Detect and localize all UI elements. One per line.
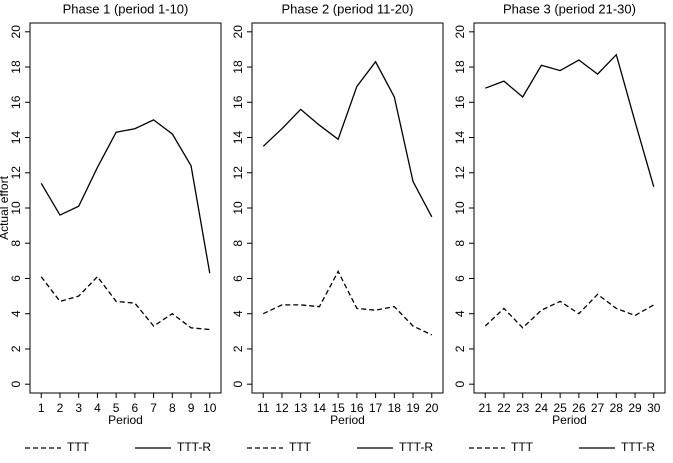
x-tick-label: 26 <box>572 401 586 415</box>
y-tick-label: 6 <box>231 275 245 282</box>
y-tick-label: 8 <box>453 240 467 247</box>
legend-label: TTT <box>511 440 534 454</box>
x-tick-label: 12 <box>275 401 289 415</box>
x-tick-label: 14 <box>313 401 327 415</box>
x-tick-label: 21 <box>479 401 493 415</box>
y-tick-label: 0 <box>453 381 467 388</box>
x-tick-label: 16 <box>350 401 364 415</box>
y-tick-label: 14 <box>231 131 245 145</box>
y-tick-label: 6 <box>453 275 467 282</box>
y-tick-label: 16 <box>231 95 245 109</box>
plot-frame <box>251 22 444 394</box>
y-tick-label: 10 <box>453 201 467 215</box>
y-tick-label: 2 <box>9 345 23 352</box>
y-tick-label: 12 <box>231 166 245 180</box>
legend-label: TTT <box>67 440 90 454</box>
panel: Phase 2 (period 11-20) 0 2 4 6 8 10 12 14 16 18 20 1… <box>231 1 444 454</box>
y-tick-label: 0 <box>9 381 23 388</box>
y-tick-label: 14 <box>9 131 23 145</box>
y-tick-label: 2 <box>231 345 245 352</box>
x-tick-label: 2 <box>57 401 64 415</box>
x-tick-label: 20 <box>425 401 439 415</box>
legend-label: TTT-R <box>621 440 655 454</box>
panel-title: Phase 1 (period 1-10) <box>63 1 189 16</box>
y-tick-label: 8 <box>9 240 23 247</box>
y-tick-label: 10 <box>231 201 245 215</box>
x-tick-label: 25 <box>553 401 567 415</box>
x-tick-label: 9 <box>188 401 195 415</box>
y-tick-label: 14 <box>453 131 467 145</box>
x-tick-label: 13 <box>294 401 308 415</box>
x-tick-label: 5 <box>113 401 120 415</box>
y-tick-label: 4 <box>9 310 23 317</box>
panel-title: Phase 2 (period 11-20) <box>281 1 413 16</box>
y-tick-label: 8 <box>231 240 245 247</box>
x-axis-label: Period <box>108 413 143 427</box>
y-tick-label: 20 <box>453 25 467 39</box>
y-tick-label: 18 <box>231 60 245 74</box>
x-tick-label: 15 <box>331 401 345 415</box>
x-tick-label: 7 <box>150 401 157 415</box>
plot-frame <box>29 22 222 394</box>
legend-label: TTT <box>289 440 312 454</box>
legend-label: TTT-R <box>177 440 211 454</box>
x-tick-label: 22 <box>497 401 511 415</box>
x-tick-label: 27 <box>591 401 605 415</box>
x-axis-label: Period <box>330 413 365 427</box>
x-tick-label: 29 <box>628 401 642 415</box>
x-tick-label: 19 <box>406 401 420 415</box>
y-tick-label: 20 <box>231 25 245 39</box>
series-line <box>40 275 210 331</box>
y-axis-label: Actual effort <box>0 175 11 239</box>
x-tick-label: 4 <box>94 401 101 415</box>
x-tick-label: 18 <box>388 401 402 415</box>
x-axis-label: Period <box>552 413 587 427</box>
x-tick-label: 24 <box>535 401 549 415</box>
series-line <box>485 53 655 188</box>
x-tick-label: 3 <box>75 401 82 415</box>
y-tick-label: 10 <box>9 201 23 215</box>
y-tick-label: 6 <box>9 275 23 282</box>
series-line <box>484 293 655 329</box>
y-tick-label: 16 <box>9 95 23 109</box>
y-tick-label: 12 <box>453 166 467 180</box>
y-tick-label: 18 <box>453 60 467 74</box>
x-tick-label: 10 <box>203 401 217 415</box>
x-tick-label: 17 <box>369 401 383 415</box>
x-tick-label: 23 <box>516 401 530 415</box>
x-tick-label: 28 <box>610 401 624 415</box>
x-tick-label: 1 <box>38 401 45 415</box>
panel-title: Phase 3 (period 21-30) <box>503 1 636 16</box>
x-tick-label: 30 <box>647 401 661 415</box>
y-tick-label: 4 <box>231 310 245 317</box>
legend-label: TTT-R <box>399 440 433 454</box>
x-tick-label: 11 <box>257 401 270 415</box>
series-line <box>262 270 433 336</box>
y-tick-label: 0 <box>231 381 245 388</box>
y-tick-label: 2 <box>453 345 467 352</box>
y-tick-label: 4 <box>453 310 467 317</box>
y-tick-label: 20 <box>9 25 23 39</box>
y-tick-label: 12 <box>9 166 23 180</box>
panel: Phase 3 (period 21-30)024681012141618202… <box>453 1 666 454</box>
x-tick-label: 6 <box>132 401 139 415</box>
plot-frame <box>473 22 666 394</box>
x-tick-label: 8 <box>169 401 176 415</box>
y-tick-label: 16 <box>453 95 467 109</box>
series-line <box>262 60 433 218</box>
y-tick-label: 18 <box>9 60 23 74</box>
series-line <box>40 119 211 274</box>
